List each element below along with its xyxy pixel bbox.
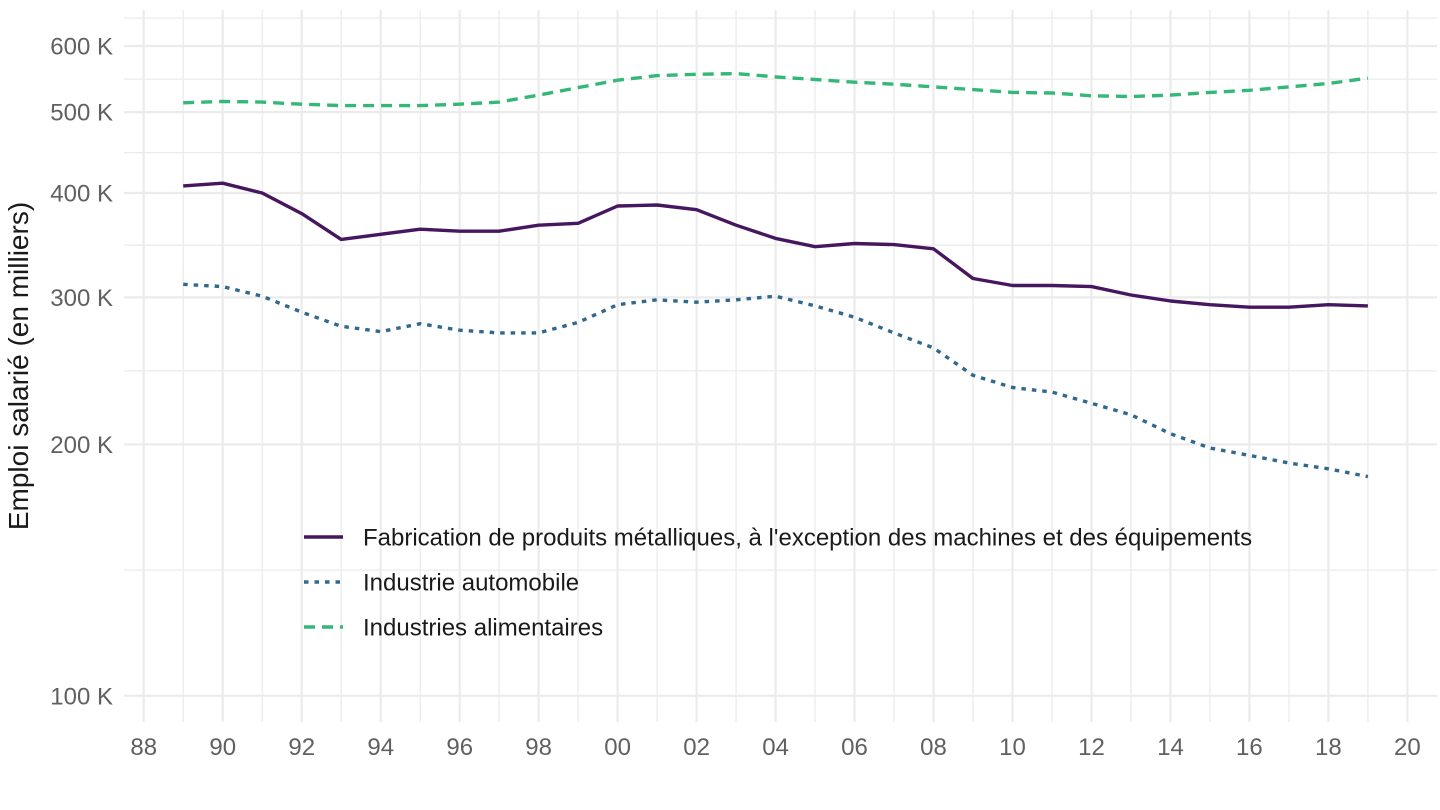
x-tick-label: 20: [1394, 734, 1421, 761]
x-tick-label: 92: [288, 734, 315, 761]
y-tick-label: 300 K: [50, 285, 113, 312]
y-tick-label: 100 K: [50, 683, 113, 710]
x-axis-labels: 88 90 92 94 96 98 00 02 04 06 08 10 12 14 16 18 20: [130, 734, 1420, 761]
x-tick-label: 06: [841, 734, 868, 761]
gridlines: [124, 10, 1437, 722]
x-tick-label: 98: [525, 734, 552, 761]
series-line: [183, 71, 1369, 108]
x-tick-label: 90: [209, 734, 236, 761]
x-tick-label: 12: [1078, 734, 1105, 761]
data-series: [183, 71, 1369, 479]
x-tick-label: 94: [367, 734, 394, 761]
x-tick-label: 96: [446, 734, 473, 761]
x-tick-label: 18: [1315, 734, 1342, 761]
x-tick-label: 00: [604, 734, 631, 761]
y-tick-label: 200 K: [50, 432, 113, 459]
x-tick-label: 14: [1157, 734, 1184, 761]
y-axis-title: Emploi salarié (en milliers): [3, 202, 34, 530]
legend: Fabrication de produits métalliques, à l…: [304, 525, 1252, 642]
x-tick-label: 10: [999, 734, 1026, 761]
y-tick-label: 400 K: [50, 181, 113, 208]
y-axis-labels: 100 K 200 K 300 K 400 K 500 K 600 K: [50, 34, 113, 711]
x-tick-label: 04: [762, 734, 789, 761]
legend-label: Fabrication de produits métalliques, à l…: [363, 525, 1252, 552]
legend-label: Industries alimentaires: [363, 615, 603, 642]
series-line: [183, 181, 1368, 309]
x-tick-label: 88: [130, 734, 157, 761]
x-tick-label: 16: [1236, 734, 1263, 761]
y-tick-label: 500 K: [50, 100, 113, 127]
y-tick-label: 600 K: [50, 34, 113, 61]
legend-label: Industrie automobile: [363, 570, 579, 597]
x-tick-label: 08: [920, 734, 947, 761]
x-tick-label: 02: [683, 734, 710, 761]
